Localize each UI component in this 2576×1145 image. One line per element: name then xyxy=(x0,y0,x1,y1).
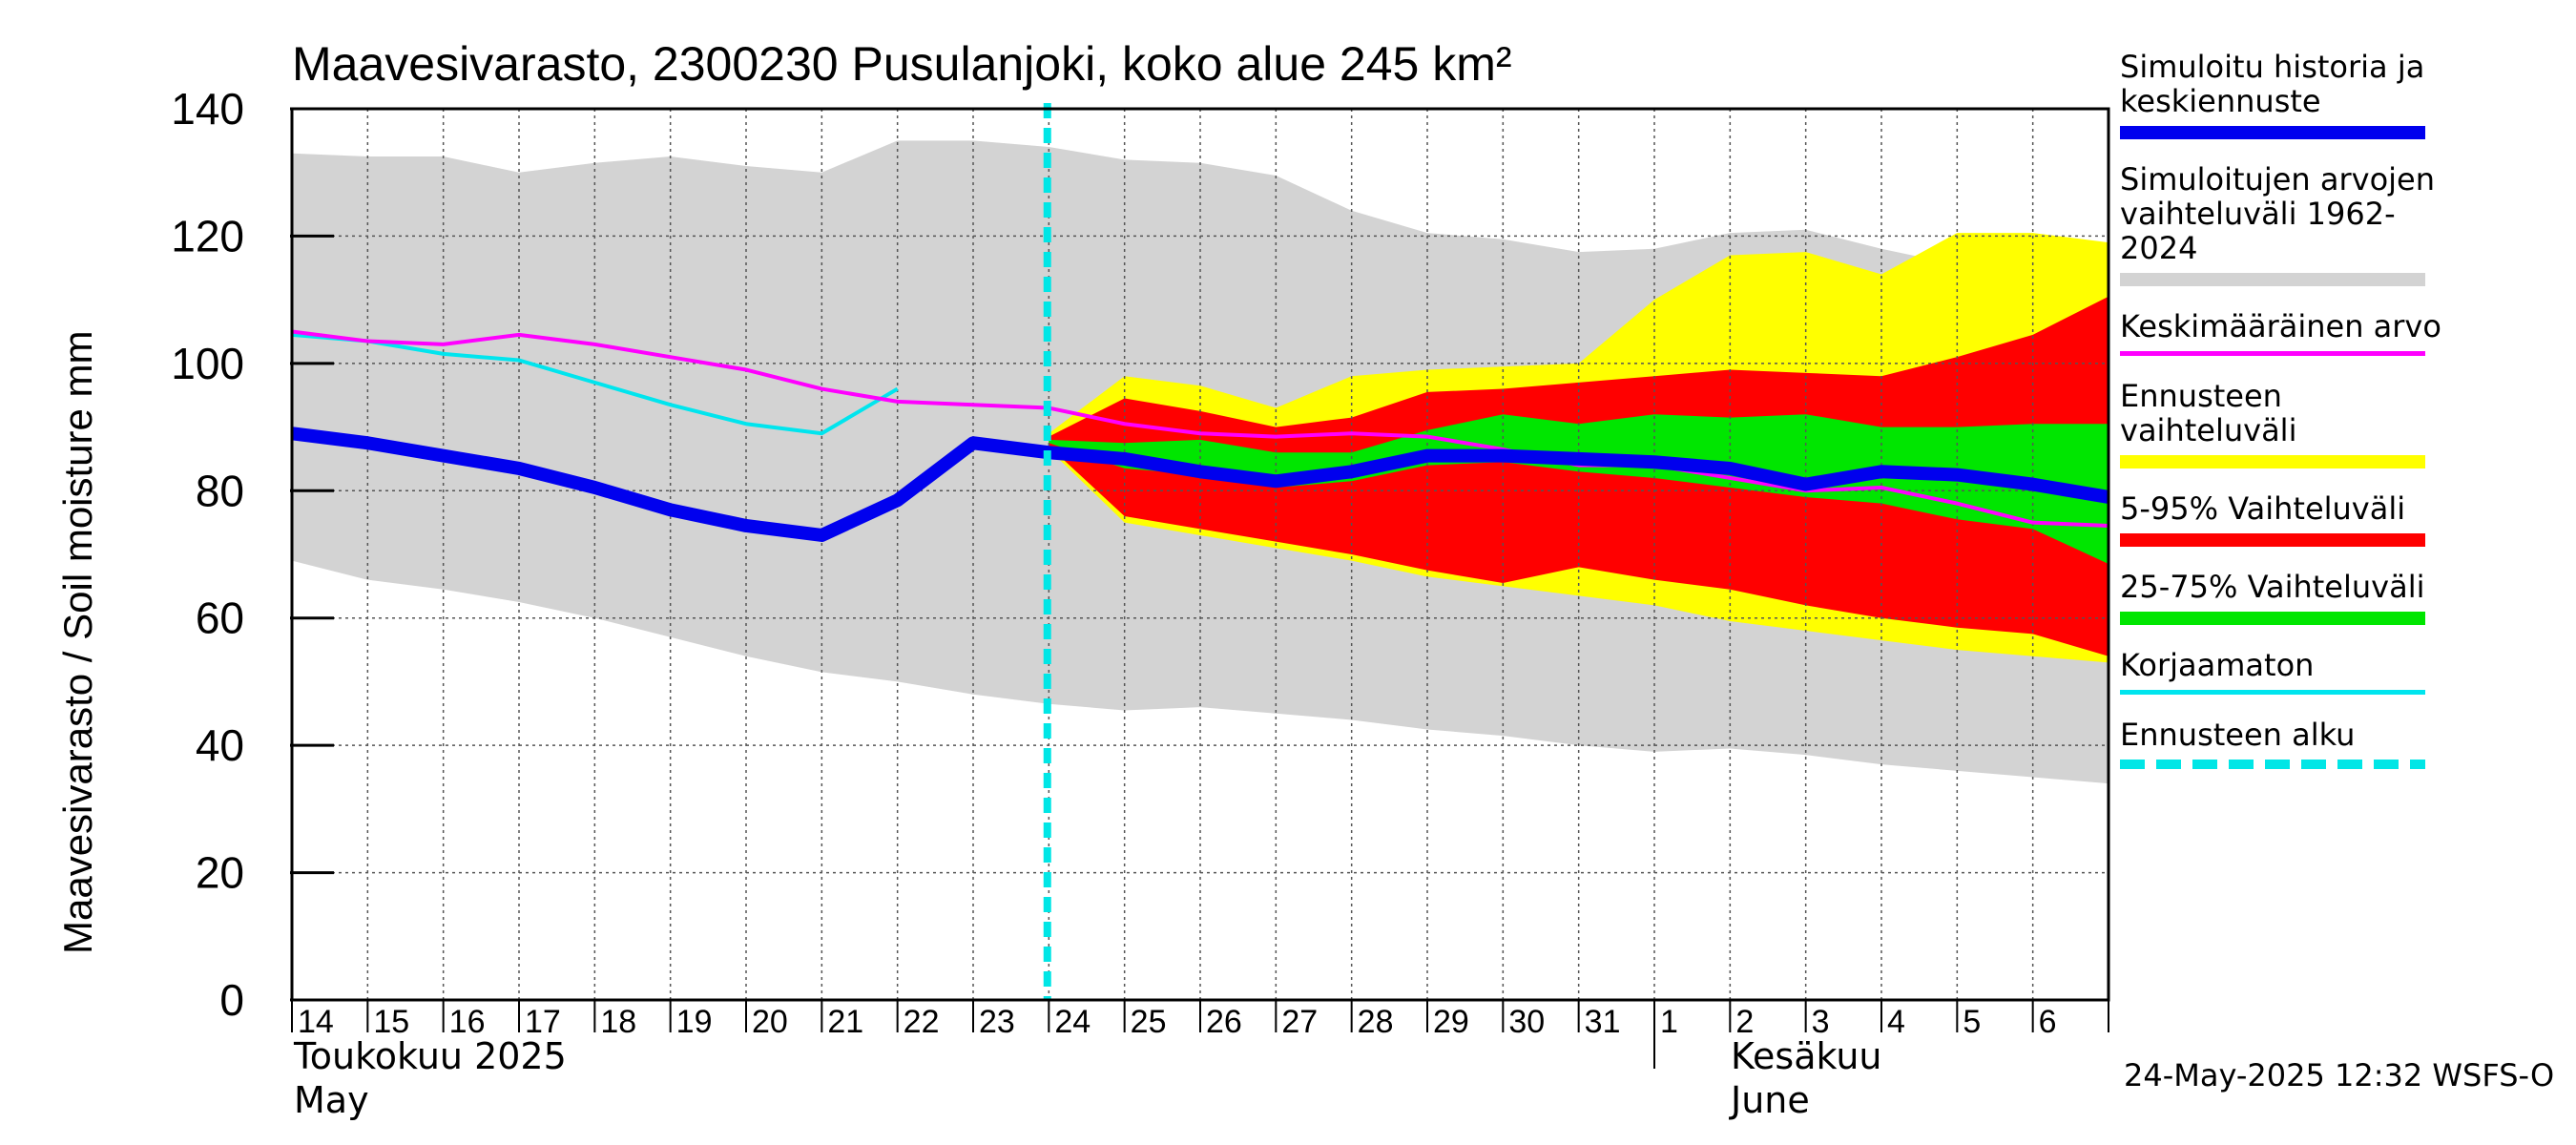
x-tick-label: 26 xyxy=(1206,1004,1242,1040)
y-tick-label: 0 xyxy=(219,975,244,1025)
x-tick-label: 2 xyxy=(1735,1004,1754,1040)
x-tick-label: 1 xyxy=(1660,1004,1678,1040)
band-25-75 xyxy=(1049,414,2109,565)
x-tick-label: 27 xyxy=(1281,1004,1318,1040)
timestamp: 24-May-2025 12:32 WSFS-O xyxy=(2124,1057,2555,1093)
x-tick-label: 3 xyxy=(1812,1004,1830,1040)
legend-label: Korjaamaton xyxy=(2120,647,2315,683)
legend-item-main: Simuloitu historia ja keskiennuste xyxy=(2120,50,2463,139)
x-tick-label: 23 xyxy=(979,1004,1015,1040)
legend-label: Ennusteen alku xyxy=(2120,717,2356,753)
legend-label: Simuloitu historia ja keskiennuste xyxy=(2120,49,2425,119)
legend-label: 25-75% Vaihteluväli xyxy=(2120,569,2425,605)
month-label-june-en: June xyxy=(1731,1079,1810,1121)
month-label-june: Kesäkuu June xyxy=(1731,1034,1882,1122)
legend-item-5-95: 5-95% Vaihteluväli xyxy=(2120,491,2463,547)
x-tick-label: 4 xyxy=(1887,1004,1905,1040)
legend-item-forecast-start: Ennusteen alku xyxy=(2120,718,2463,769)
legend-item-mean: Keskimääräinen arvo xyxy=(2120,309,2463,356)
legend-item-range: Simuloitujen arvojen vaihteluväli 1962-2… xyxy=(2120,162,2463,286)
x-tick-label: 30 xyxy=(1508,1004,1545,1040)
x-tick-label: 21 xyxy=(827,1004,863,1040)
x-tick-label: 22 xyxy=(904,1004,940,1040)
x-tick-label: 5 xyxy=(1963,1004,1981,1040)
legend: Simuloitu historia ja keskiennuste Simul… xyxy=(2120,50,2463,792)
y-tick-label: 120 xyxy=(171,211,244,260)
x-tick-label: 25 xyxy=(1131,1004,1167,1040)
x-tick-label: 14 xyxy=(298,1004,334,1040)
legend-swatch xyxy=(2120,351,2425,356)
x-tick-label: 17 xyxy=(525,1004,561,1040)
month-label-may-fi: Toukokuu 2025 xyxy=(294,1035,567,1077)
y-tick-label: 140 xyxy=(171,84,244,134)
legend-label: Simuloitujen arvojen vaihteluväli 1962-2… xyxy=(2120,161,2436,266)
y-tick-label: 80 xyxy=(196,466,244,515)
month-label-may-en: May xyxy=(294,1079,369,1121)
chart-title: Maavesivarasto, 2300230 Pusulanjoki, kok… xyxy=(292,37,1512,91)
x-tick-label: 24 xyxy=(1054,1004,1091,1040)
x-tick-label: 29 xyxy=(1433,1004,1469,1040)
month-label-may: Toukokuu 2025 May xyxy=(294,1034,567,1122)
series-simulated-main xyxy=(291,427,2110,542)
legend-swatch xyxy=(2120,760,2425,769)
x-tick-label: 19 xyxy=(676,1004,713,1040)
legend-item-uncorrected: Korjaamaton xyxy=(2120,648,2463,695)
y-axis-label: Maavesivarasto / Soil moisture mm xyxy=(55,330,100,954)
y-tick-label: 40 xyxy=(196,720,244,770)
x-tick-label: 20 xyxy=(752,1004,788,1040)
x-tick-label: 28 xyxy=(1358,1004,1394,1040)
series-uncorrected xyxy=(291,332,899,436)
y-tick-label: 60 xyxy=(196,593,244,643)
month-label-june-fi: Kesäkuu xyxy=(1731,1035,1882,1077)
y-tick-label: 100 xyxy=(171,339,244,388)
legend-label: Ennusteen vaihteluväli xyxy=(2120,378,2297,448)
x-tick-label: 18 xyxy=(600,1004,636,1040)
y-tick-label: 20 xyxy=(196,848,244,898)
x-tick-label: 31 xyxy=(1585,1004,1621,1040)
legend-swatch xyxy=(2120,690,2425,695)
x-tick-label: 6 xyxy=(2039,1004,2057,1040)
legend-swatch xyxy=(2120,533,2425,547)
legend-swatch xyxy=(2120,126,2425,139)
x-tick-label: 16 xyxy=(449,1004,486,1040)
legend-swatch xyxy=(2120,612,2425,625)
legend-swatch xyxy=(2120,455,2425,468)
legend-swatch xyxy=(2120,273,2425,286)
legend-label: Keskimääräinen arvo xyxy=(2120,308,2441,344)
legend-item-forecast-range: Ennusteen vaihteluväli xyxy=(2120,379,2463,468)
legend-item-25-75: 25-75% Vaihteluväli xyxy=(2120,570,2463,625)
x-tick-label: 15 xyxy=(373,1004,409,1040)
legend-label: 5-95% Vaihteluväli xyxy=(2120,490,2406,527)
